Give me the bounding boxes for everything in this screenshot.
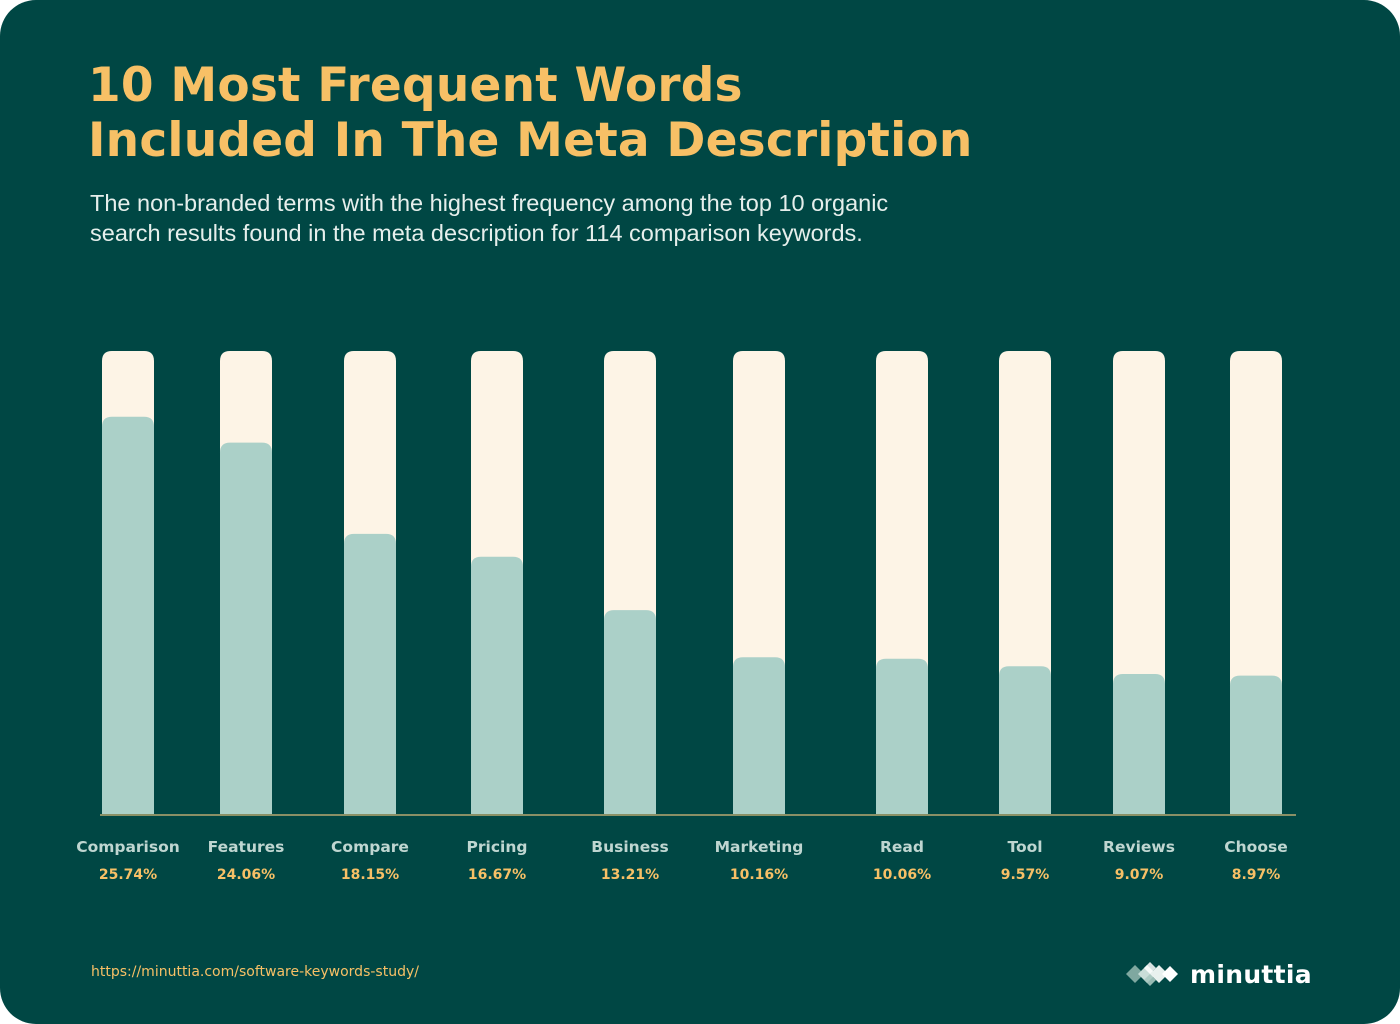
bar: [344, 533, 396, 814]
value-label: 18.15%: [341, 867, 399, 883]
category-label: Read: [880, 838, 924, 856]
category-label: Marketing: [715, 838, 804, 856]
category-label: Features: [208, 838, 285, 856]
bar: [220, 442, 272, 814]
category-label: Business: [591, 838, 668, 856]
category-label: Compare: [331, 838, 409, 856]
chart-title-line-1: 10 Most Frequent Words: [88, 58, 743, 113]
diamond-cluster-icon: [1126, 962, 1178, 986]
value-label: 24.06%: [217, 867, 275, 883]
bar: [876, 658, 928, 814]
value-label: 9.57%: [1001, 867, 1050, 883]
category-label: Choose: [1224, 838, 1287, 856]
value-label: 9.07%: [1115, 867, 1164, 883]
bar: [471, 556, 523, 814]
value-label: 10.06%: [873, 867, 931, 883]
category-label: Reviews: [1103, 838, 1175, 856]
chart-title: 10 Most Frequent Words Included In The M…: [88, 58, 973, 168]
bar: [102, 416, 154, 814]
chart-subtitle-line-2: search results found in the meta descrip…: [90, 220, 863, 246]
value-label: 13.21%: [601, 867, 659, 883]
value-label: 25.74%: [99, 867, 157, 883]
chart-subtitle: The non-branded terms with the highest f…: [90, 188, 888, 248]
bar: [604, 610, 656, 814]
category-label: Comparison: [76, 838, 180, 856]
bar: [1113, 674, 1165, 814]
brand-name: minuttia: [1190, 959, 1312, 989]
category-label: Pricing: [467, 838, 528, 856]
value-label: 16.67%: [468, 867, 526, 883]
chart-subtitle-line-1: The non-branded terms with the highest f…: [90, 190, 889, 216]
value-label: 10.16%: [730, 867, 788, 883]
brand-logo: minuttia: [1124, 957, 1312, 991]
source-url[interactable]: https://minuttia.com/software-keywords-s…: [91, 964, 419, 980]
bar: [999, 666, 1051, 814]
bar: [733, 657, 785, 814]
bar: [1230, 675, 1282, 814]
value-label: 8.97%: [1232, 867, 1281, 883]
category-label: Tool: [1007, 838, 1042, 856]
chart-title-line-2: Included In The Meta Description: [88, 113, 973, 168]
